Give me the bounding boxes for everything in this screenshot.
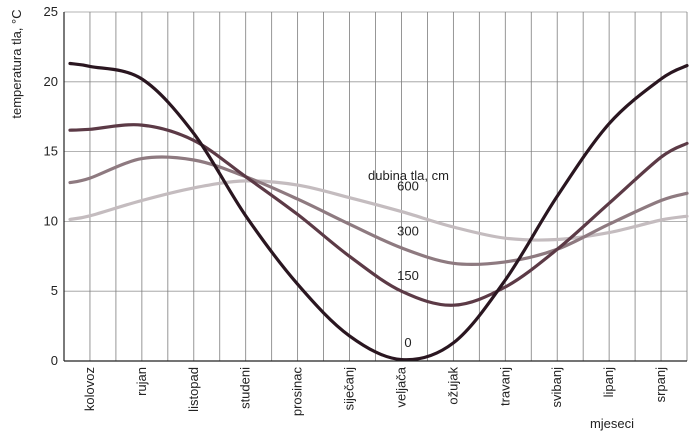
y-tick-label: 15 [44, 144, 58, 159]
x-axis-title: mjeseci [590, 416, 634, 431]
series-label-150: 150 [397, 268, 419, 283]
x-tick-label: svibanj [549, 367, 564, 408]
x-tick-label: listopad [186, 367, 201, 412]
y-tick-label: 5 [51, 283, 58, 298]
series-label-0: 0 [404, 335, 411, 350]
x-tick-label: siječanj [342, 367, 357, 410]
y-tick-label: 0 [51, 353, 58, 368]
x-tick-label: studeni [238, 367, 253, 409]
x-tick-label: travanj [497, 367, 512, 406]
series-line-300 [68, 155, 689, 267]
x-tick-label: kolovoz [82, 367, 97, 411]
y-axis-title: temperatura tla, °C [9, 9, 24, 118]
y-tick-label: 10 [44, 213, 58, 228]
series-line-0 [68, 61, 689, 362]
x-tick-label: srpanj [653, 367, 668, 403]
series-label-300: 300 [397, 223, 419, 238]
y-tick-label: 25 [44, 4, 58, 19]
x-tick-label: prosinac [290, 367, 305, 417]
legend-title: dubina tla, cm [368, 168, 449, 183]
x-tick-label: veljača [393, 366, 408, 407]
series-lines [68, 61, 689, 362]
series-label-600: 600 [397, 179, 419, 194]
series-line-150 [68, 123, 689, 307]
axes [63, 12, 687, 362]
x-tick-label: lipanj [601, 367, 616, 397]
series-labels: 0 150 300 600 [397, 179, 419, 350]
y-tick-label: 20 [44, 74, 58, 89]
labels: 0 5 10 15 20 25 kolovoz rujan listopad studeni pro… [44, 4, 669, 416]
series-line-600 [68, 179, 689, 242]
grid [63, 11, 688, 362]
x-tick-label: ožujak [445, 367, 460, 405]
x-tick-label: rujan [134, 367, 149, 396]
